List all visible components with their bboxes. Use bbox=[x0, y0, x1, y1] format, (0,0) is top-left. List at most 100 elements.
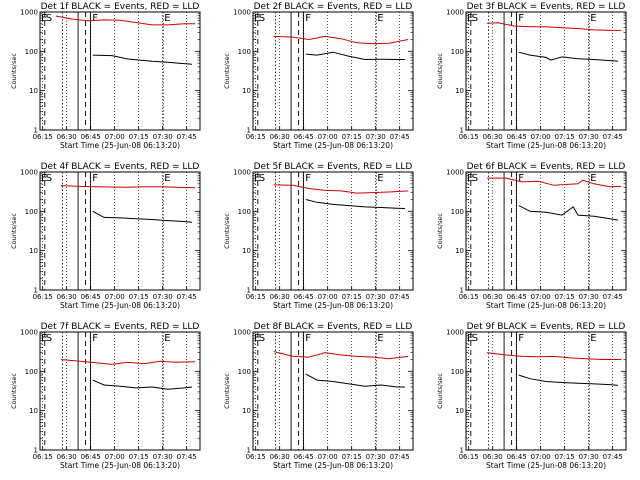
series-red bbox=[486, 22, 622, 31]
segment-label: S bbox=[472, 333, 478, 344]
y-axis-label: Counts/sec bbox=[223, 373, 231, 409]
segment-label: E bbox=[164, 173, 170, 184]
x-tick-label: 07:45 bbox=[177, 293, 197, 301]
segment-label: F bbox=[92, 333, 98, 344]
panel-title: Det 4f BLACK = Events, RED = LLD bbox=[41, 162, 200, 172]
y-tick-label: 100 bbox=[238, 368, 251, 376]
plot-frame bbox=[465, 11, 627, 131]
x-tick-label: 06:15 bbox=[459, 453, 479, 461]
y-tick-label: 10 bbox=[455, 407, 464, 415]
x-tick-label: 07:15 bbox=[342, 293, 362, 301]
series-red bbox=[486, 352, 622, 360]
x-tick-label: 06:30 bbox=[57, 453, 77, 461]
x-tick-label: 07:15 bbox=[129, 293, 149, 301]
x-tick-label: 06:15 bbox=[33, 133, 53, 141]
y-tick-label: 100 bbox=[451, 208, 464, 216]
y-tick-label: 1 bbox=[460, 447, 464, 455]
x-tick-label: 07:45 bbox=[390, 293, 410, 301]
plot-frame bbox=[39, 11, 201, 131]
panel-title: Det 6f BLACK = Events, RED = LLD bbox=[467, 162, 626, 172]
x-tick-label: 06:15 bbox=[246, 133, 266, 141]
x-axis-label: Start Time (25-Jun-08 06:13:20) bbox=[273, 301, 393, 310]
x-tick-label: 07:45 bbox=[603, 453, 623, 461]
x-tick-label: 06:15 bbox=[459, 133, 479, 141]
x-tick-label: 07:30 bbox=[579, 293, 599, 301]
y-tick-label: 1 bbox=[34, 447, 38, 455]
x-tick-label: 06:45 bbox=[294, 133, 314, 141]
x-tick-label: 07:45 bbox=[390, 453, 410, 461]
x-axis-label: Start Time (25-Jun-08 06:13:20) bbox=[486, 461, 606, 470]
x-tick-label: 06:45 bbox=[507, 133, 527, 141]
x-tick-label: 07:15 bbox=[129, 453, 149, 461]
segment-label: E bbox=[377, 173, 383, 184]
panel-title: Det 2f BLACK = Events, RED = LLD bbox=[254, 2, 413, 12]
x-tick-label: 06:45 bbox=[294, 453, 314, 461]
x-tick-label: 07:45 bbox=[177, 133, 197, 141]
x-tick-label: 06:15 bbox=[33, 453, 53, 461]
y-tick-label: 1000 bbox=[20, 169, 38, 177]
series-black bbox=[518, 374, 619, 386]
y-tick-label: 10 bbox=[455, 87, 464, 95]
x-tick-label: 07:30 bbox=[153, 453, 173, 461]
y-tick-label: 100 bbox=[25, 208, 38, 216]
segment-label: E bbox=[590, 333, 596, 344]
segment-label: S bbox=[472, 13, 478, 24]
segment-label: F bbox=[305, 173, 311, 184]
segment-label: E bbox=[467, 333, 473, 344]
segment-label: E bbox=[590, 13, 596, 24]
series-black bbox=[92, 54, 193, 65]
series-red bbox=[273, 35, 409, 45]
x-tick-label: 07:30 bbox=[153, 133, 173, 141]
x-tick-label: 07:30 bbox=[366, 293, 386, 301]
y-tick-label: 1000 bbox=[233, 169, 251, 177]
segment-label: E bbox=[254, 333, 260, 344]
x-tick-label: 06:30 bbox=[483, 453, 503, 461]
segment-label: E bbox=[590, 173, 596, 184]
y-axis-label: Counts/sec bbox=[223, 53, 231, 89]
x-axis-label: Start Time (25-Jun-08 06:13:20) bbox=[486, 141, 606, 150]
segment-label: F bbox=[305, 333, 311, 344]
y-tick-label: 10 bbox=[29, 87, 38, 95]
y-axis-label: Counts/sec bbox=[223, 213, 231, 249]
x-axis-label: Start Time (25-Jun-08 06:13:20) bbox=[60, 301, 180, 310]
series-red bbox=[486, 177, 622, 188]
y-axis-label: Counts/sec bbox=[436, 213, 444, 249]
x-tick-label: 07:00 bbox=[318, 453, 338, 461]
y-tick-label: 1 bbox=[247, 127, 251, 135]
y-axis-label: Counts/sec bbox=[436, 373, 444, 409]
x-tick-label: 06:45 bbox=[81, 133, 101, 141]
x-tick-label: 06:30 bbox=[57, 293, 77, 301]
x-tick-label: 07:15 bbox=[129, 133, 149, 141]
x-tick-label: 06:45 bbox=[81, 453, 101, 461]
series-red bbox=[273, 351, 409, 360]
segment-label: E bbox=[254, 13, 260, 24]
segment-label: E bbox=[41, 333, 47, 344]
x-tick-label: 07:00 bbox=[531, 453, 551, 461]
y-tick-label: 1000 bbox=[446, 169, 464, 177]
panel-title: Det 3f BLACK = Events, RED = LLD bbox=[467, 2, 626, 12]
y-tick-label: 100 bbox=[451, 368, 464, 376]
y-axis-label: Counts/sec bbox=[436, 53, 444, 89]
x-tick-label: 07:00 bbox=[531, 133, 551, 141]
x-tick-label: 07:00 bbox=[105, 133, 125, 141]
x-tick-label: 06:15 bbox=[33, 293, 53, 301]
x-tick-label: 06:45 bbox=[507, 453, 527, 461]
y-tick-label: 1 bbox=[460, 127, 464, 135]
panel-title: Det 7f BLACK = Events, RED = LLD bbox=[41, 322, 200, 332]
segment-label: S bbox=[259, 333, 265, 344]
segment-label: F bbox=[518, 173, 524, 184]
segment-label: S bbox=[259, 13, 265, 24]
x-tick-label: 06:45 bbox=[81, 293, 101, 301]
x-tick-label: 07:45 bbox=[603, 133, 623, 141]
series-black bbox=[305, 373, 405, 388]
segment-label: E bbox=[377, 13, 383, 24]
y-tick-label: 1000 bbox=[20, 9, 38, 17]
x-tick-label: 07:00 bbox=[318, 133, 338, 141]
